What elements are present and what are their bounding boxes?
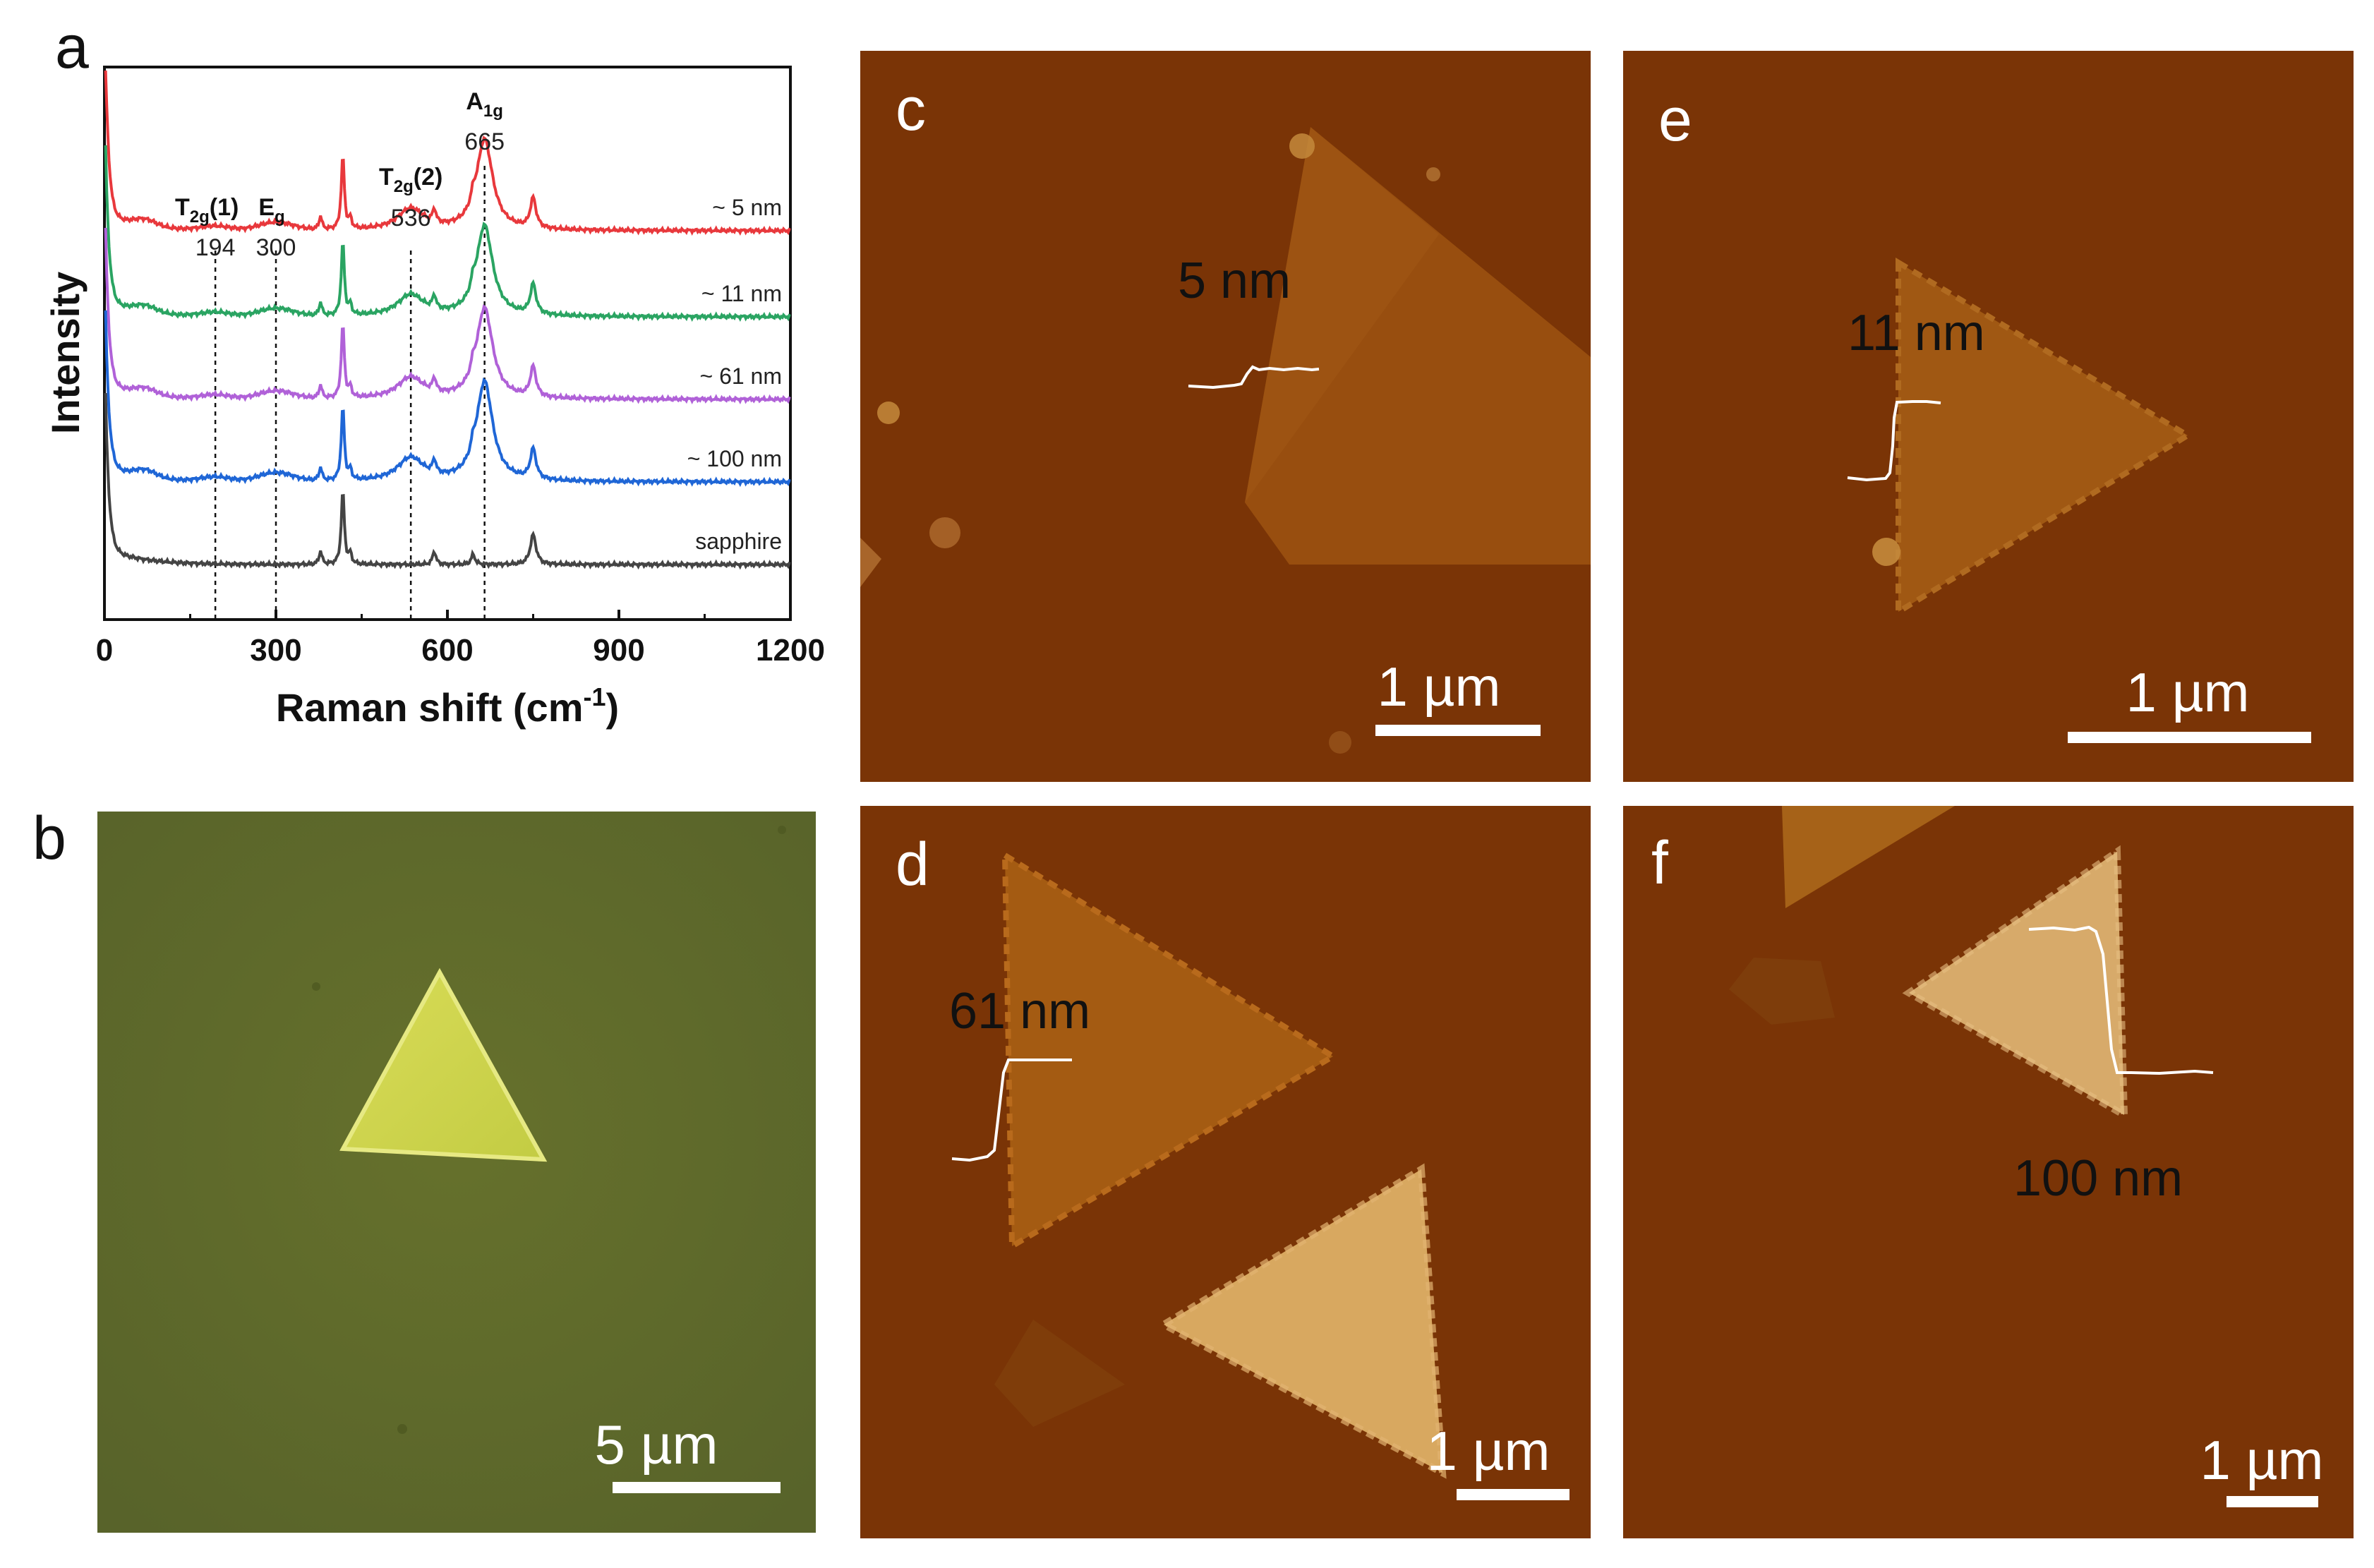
flake-f-main (1909, 852, 2124, 1115)
peak-value-label: 300 (256, 234, 296, 261)
x-tick-label: 0 (96, 633, 113, 668)
panel-label-f: f (1651, 829, 1668, 897)
scalebar-label-c: 1 µm (1377, 656, 1501, 718)
thickness-label-c: 5 nm (1178, 253, 1291, 309)
afm-image-f: f 100 nm 1 µm (1623, 806, 2354, 1538)
scalebar-c (1375, 725, 1541, 736)
series-label: sapphire (695, 529, 782, 554)
series-label: ~ 5 nm (712, 195, 782, 220)
peak-name-label: T2g(2) (379, 164, 442, 196)
afm-image-e: e 11 nm 1 µm (1623, 51, 2354, 782)
scalebar-label-b: 5 µm (594, 1413, 718, 1476)
peak-value-label: 194 (195, 234, 236, 261)
spectrum-line (104, 70, 791, 236)
scalebar-label-d: 1 µm (1426, 1420, 1550, 1482)
scalebar-d (1457, 1489, 1569, 1500)
scalebar-f (2227, 1496, 2318, 1507)
panel-label-d: d (896, 831, 929, 898)
scalebar-b (613, 1482, 781, 1493)
spectrum-line (104, 227, 791, 404)
panel-label-b: b (32, 804, 66, 872)
peak-name-label: T2g(1) (175, 194, 239, 227)
panel-label-a: a (55, 13, 89, 81)
triangle-flake (339, 967, 548, 1162)
thickness-label-d: 61 nm (949, 983, 1091, 1039)
thickness-label-e: 11 nm (1848, 305, 1985, 361)
x-tick-label: 600 (421, 633, 473, 668)
peak-value-label: 536 (391, 205, 431, 231)
optical-image: 5 µm (97, 812, 816, 1533)
flake-d-lower (1164, 1169, 1442, 1473)
series-label: ~ 61 nm (699, 363, 782, 389)
series-label: ~ 100 nm (687, 446, 782, 471)
peak-value-label: 665 (464, 128, 505, 155)
y-axis-title: Intensity (43, 272, 88, 434)
peak-name-label: A1g (466, 88, 503, 121)
plot-frame (103, 66, 792, 621)
spectrum-line (104, 393, 791, 570)
afm-image-c: c 5 nm 1 µm (860, 51, 1591, 782)
x-tick-label: 300 (250, 633, 301, 668)
x-tick-label: 900 (593, 633, 644, 668)
spectrum-line (104, 145, 791, 322)
series-label: ~ 11 nm (701, 281, 782, 306)
x-axis-title: Raman shift (cm-1) (276, 682, 619, 730)
flake-f-top (1782, 806, 1955, 908)
afm-image-d: d 61 nm 1 µm (860, 806, 1591, 1538)
scalebar-label-f: 1 µm (2200, 1429, 2324, 1491)
spectrum-line (104, 310, 791, 488)
flake-d-upper (1005, 855, 1333, 1246)
scalebar-label-e: 1 µm (2126, 661, 2250, 723)
scalebar-e (2068, 732, 2311, 743)
peak-name-label: Eg (258, 194, 284, 227)
panel-label-e: e (1658, 86, 1692, 154)
flake-e (1898, 263, 2188, 612)
thickness-label-f: 100 nm (2013, 1150, 2183, 1207)
x-tick-label: 1200 (756, 633, 825, 668)
panel-label-c: c (896, 76, 926, 143)
raman-chart: 0 300 600 900 1200 T2g(1) 194 Eg 300 T2g(2) 536 A1… (43, 66, 825, 730)
